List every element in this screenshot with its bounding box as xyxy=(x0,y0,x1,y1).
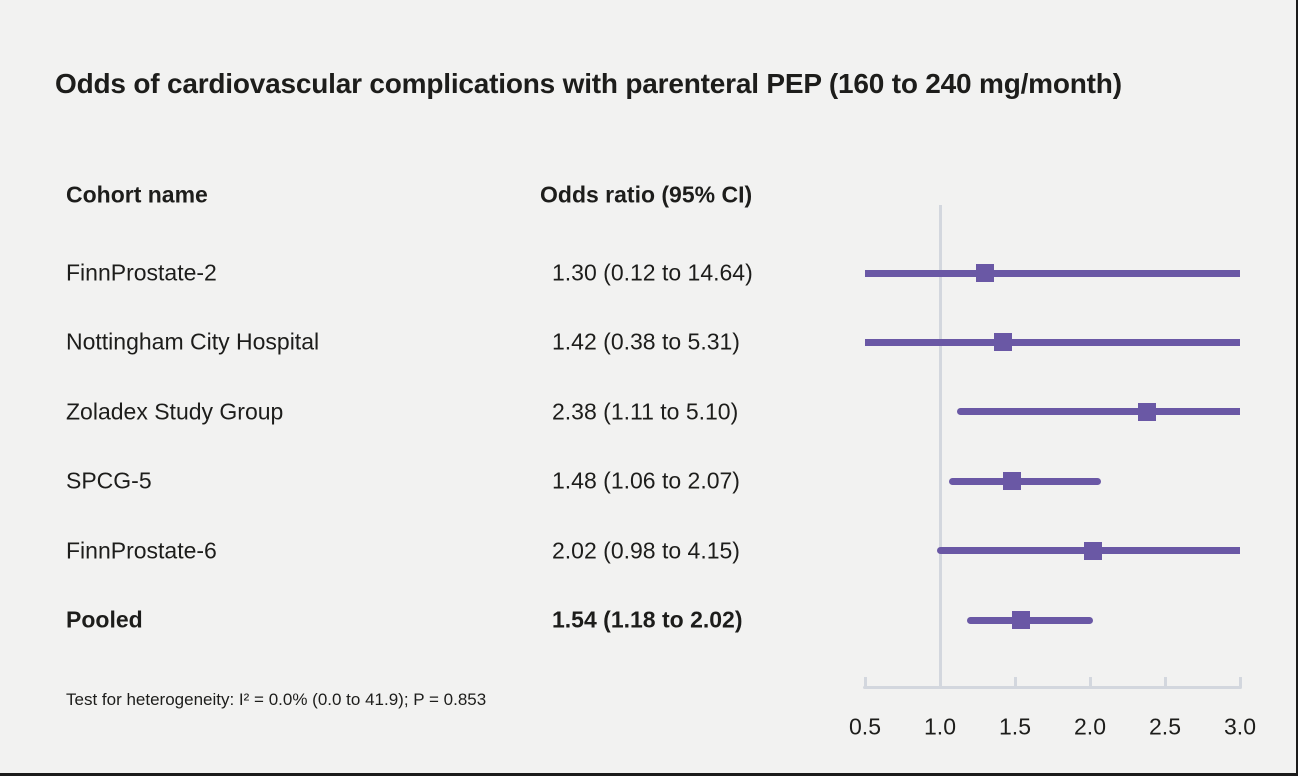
or-ci-value: 2.38 (1.11 to 5.10) xyxy=(552,398,739,425)
point-estimate-marker xyxy=(1003,472,1021,491)
x-axis-tick-label: 1.0 xyxy=(924,713,956,740)
point-estimate-marker xyxy=(994,333,1012,352)
or-ci-value: 1.54 (1.18 to 2.02) xyxy=(552,606,743,633)
cohort-label: FinnProstate-2 xyxy=(66,259,217,286)
x-axis-tick-label: 2.5 xyxy=(1149,713,1181,740)
column-header-cohort-name: Cohort name xyxy=(66,181,208,208)
x-axis-tick-label: 3.0 xyxy=(1224,713,1256,740)
x-axis-baseline xyxy=(863,686,1242,689)
confidence-interval-line xyxy=(967,616,1093,624)
confidence-interval-line xyxy=(865,338,1240,346)
or-ci-value: 1.30 (0.12 to 14.64) xyxy=(552,259,753,286)
or-ci-value: 1.42 (0.38 to 5.31) xyxy=(552,328,740,355)
x-axis-tick xyxy=(1163,677,1167,687)
confidence-interval-line xyxy=(865,269,1240,277)
figure-title: Odds of cardiovascular complications wit… xyxy=(55,68,1122,99)
x-axis-tick xyxy=(863,677,867,687)
column-header-odds-ratio: Odds ratio (95% CI) xyxy=(540,181,753,208)
cohort-label: FinnProstate-6 xyxy=(66,537,217,564)
or-ci-value: 1.48 (1.06 to 2.07) xyxy=(552,467,740,494)
or-ci-value: 2.02 (0.98 to 4.15) xyxy=(552,537,740,564)
point-estimate-marker xyxy=(1012,611,1030,629)
confidence-interval-line xyxy=(949,477,1101,485)
x-axis-tick xyxy=(1013,677,1017,687)
x-axis-tick xyxy=(1238,677,1242,687)
cohort-label: Pooled xyxy=(66,606,143,633)
confidence-interval-line xyxy=(956,408,1240,416)
point-estimate-marker xyxy=(976,264,994,282)
heterogeneity-footnote: Test for heterogeneity: I² = 0.0% (0.0 t… xyxy=(66,690,487,709)
reference-line xyxy=(938,205,942,689)
x-axis-tick-label: 1.5 xyxy=(999,713,1031,740)
point-estimate-marker xyxy=(1138,402,1156,421)
x-axis-tick-label: 2.0 xyxy=(1074,713,1106,740)
x-axis-tick xyxy=(1088,677,1092,687)
cohort-label: Zoladex Study Group xyxy=(66,398,284,425)
x-axis-tick-label: 0.5 xyxy=(849,713,881,740)
point-estimate-marker xyxy=(1084,541,1102,560)
cohort-label: Nottingham City Hospital xyxy=(66,328,320,355)
cohort-label: SPCG-5 xyxy=(66,467,152,494)
